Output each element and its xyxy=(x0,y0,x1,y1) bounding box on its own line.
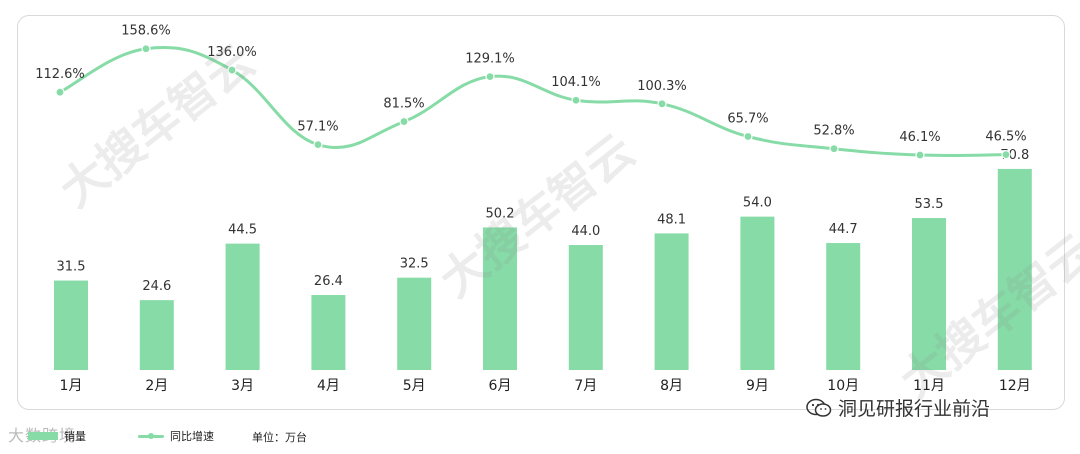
bar xyxy=(912,218,946,370)
x-tick-label: 5月 xyxy=(403,378,426,394)
wechat-icon xyxy=(806,398,832,417)
line-point xyxy=(313,140,323,150)
bar xyxy=(740,216,775,370)
legend-item-bar: 销量 xyxy=(28,424,86,448)
line-point xyxy=(571,95,581,105)
legend-swatch-bar xyxy=(28,432,58,440)
x-tick-label: 11月 xyxy=(913,378,945,394)
bar xyxy=(139,300,174,370)
bar-value-label: 54.0 xyxy=(743,196,772,211)
x-tick-label: 4月 xyxy=(317,378,340,394)
x-tick-label: 9月 xyxy=(746,378,769,394)
line-value-label: 104.1% xyxy=(551,75,601,90)
line-value-label: 46.5% xyxy=(985,130,1026,145)
line-value-label: 136.0% xyxy=(207,45,257,60)
bar-value-label: 32.5 xyxy=(400,257,429,272)
bar-value-label: 31.5 xyxy=(57,260,86,275)
bar xyxy=(997,168,1032,370)
line-value-label: 46.1% xyxy=(899,130,940,145)
bar xyxy=(225,243,260,370)
line-point xyxy=(1001,150,1011,160)
line-point xyxy=(743,131,753,142)
line-point xyxy=(657,99,667,109)
line-point xyxy=(485,72,495,82)
line-point xyxy=(141,44,151,54)
bar-value-label: 24.6 xyxy=(142,279,171,294)
bar xyxy=(483,227,517,370)
line-value-label: 100.3% xyxy=(637,79,687,94)
bar xyxy=(397,277,432,370)
line-point xyxy=(915,150,925,160)
line-value-label: 57.1% xyxy=(297,120,338,135)
bar-value-label: 44.0 xyxy=(571,224,600,239)
source-text: 洞见研报行业前沿 xyxy=(838,398,991,420)
bar xyxy=(826,243,861,370)
bar-value-label: 53.5 xyxy=(915,197,944,212)
x-tick-label: 7月 xyxy=(574,378,597,394)
bar xyxy=(311,295,346,370)
bar-value-label: 44.7 xyxy=(829,222,858,237)
bar-value-label: 44.5 xyxy=(228,223,257,238)
line-value-label: 52.8% xyxy=(813,124,854,139)
chart-frame xyxy=(17,15,1065,410)
line-value-label: 112.6% xyxy=(35,67,85,82)
line-point xyxy=(829,144,839,154)
x-tick-label: 8月 xyxy=(660,378,683,394)
line-point xyxy=(399,116,409,127)
source-watermark: 洞见研报行业前沿 xyxy=(806,394,990,421)
bar-value-label: 48.1 xyxy=(657,212,686,227)
bar-value-label: 26.4 xyxy=(314,274,343,289)
x-tick-label: 12月 xyxy=(999,378,1031,394)
line-value-label: 81.5% xyxy=(383,97,424,112)
legend-swatch-line xyxy=(138,432,164,439)
legend-label-line: 同比增速 xyxy=(170,430,214,443)
line-value-label: 129.1% xyxy=(465,52,515,67)
legend-label-bar: 销量 xyxy=(64,430,86,443)
line-value-label: 158.6% xyxy=(121,24,171,39)
line-point xyxy=(227,65,237,75)
growth-line xyxy=(59,45,1007,157)
bar xyxy=(54,280,88,370)
legend-item-line: 同比增速 xyxy=(138,424,214,448)
x-tick-label: 10月 xyxy=(827,378,859,394)
bar xyxy=(654,233,689,370)
bar-value-label: 50.2 xyxy=(486,206,515,221)
bar xyxy=(568,245,603,370)
line-value-label: 65.7% xyxy=(727,112,768,127)
x-tick-label: 6月 xyxy=(489,378,512,394)
x-tick-label: 3月 xyxy=(231,378,254,394)
line-point xyxy=(55,87,65,97)
x-tick-label: 2月 xyxy=(145,378,168,394)
unit-label: 单位：万台 xyxy=(252,431,307,444)
x-tick-label: 1月 xyxy=(60,378,83,394)
